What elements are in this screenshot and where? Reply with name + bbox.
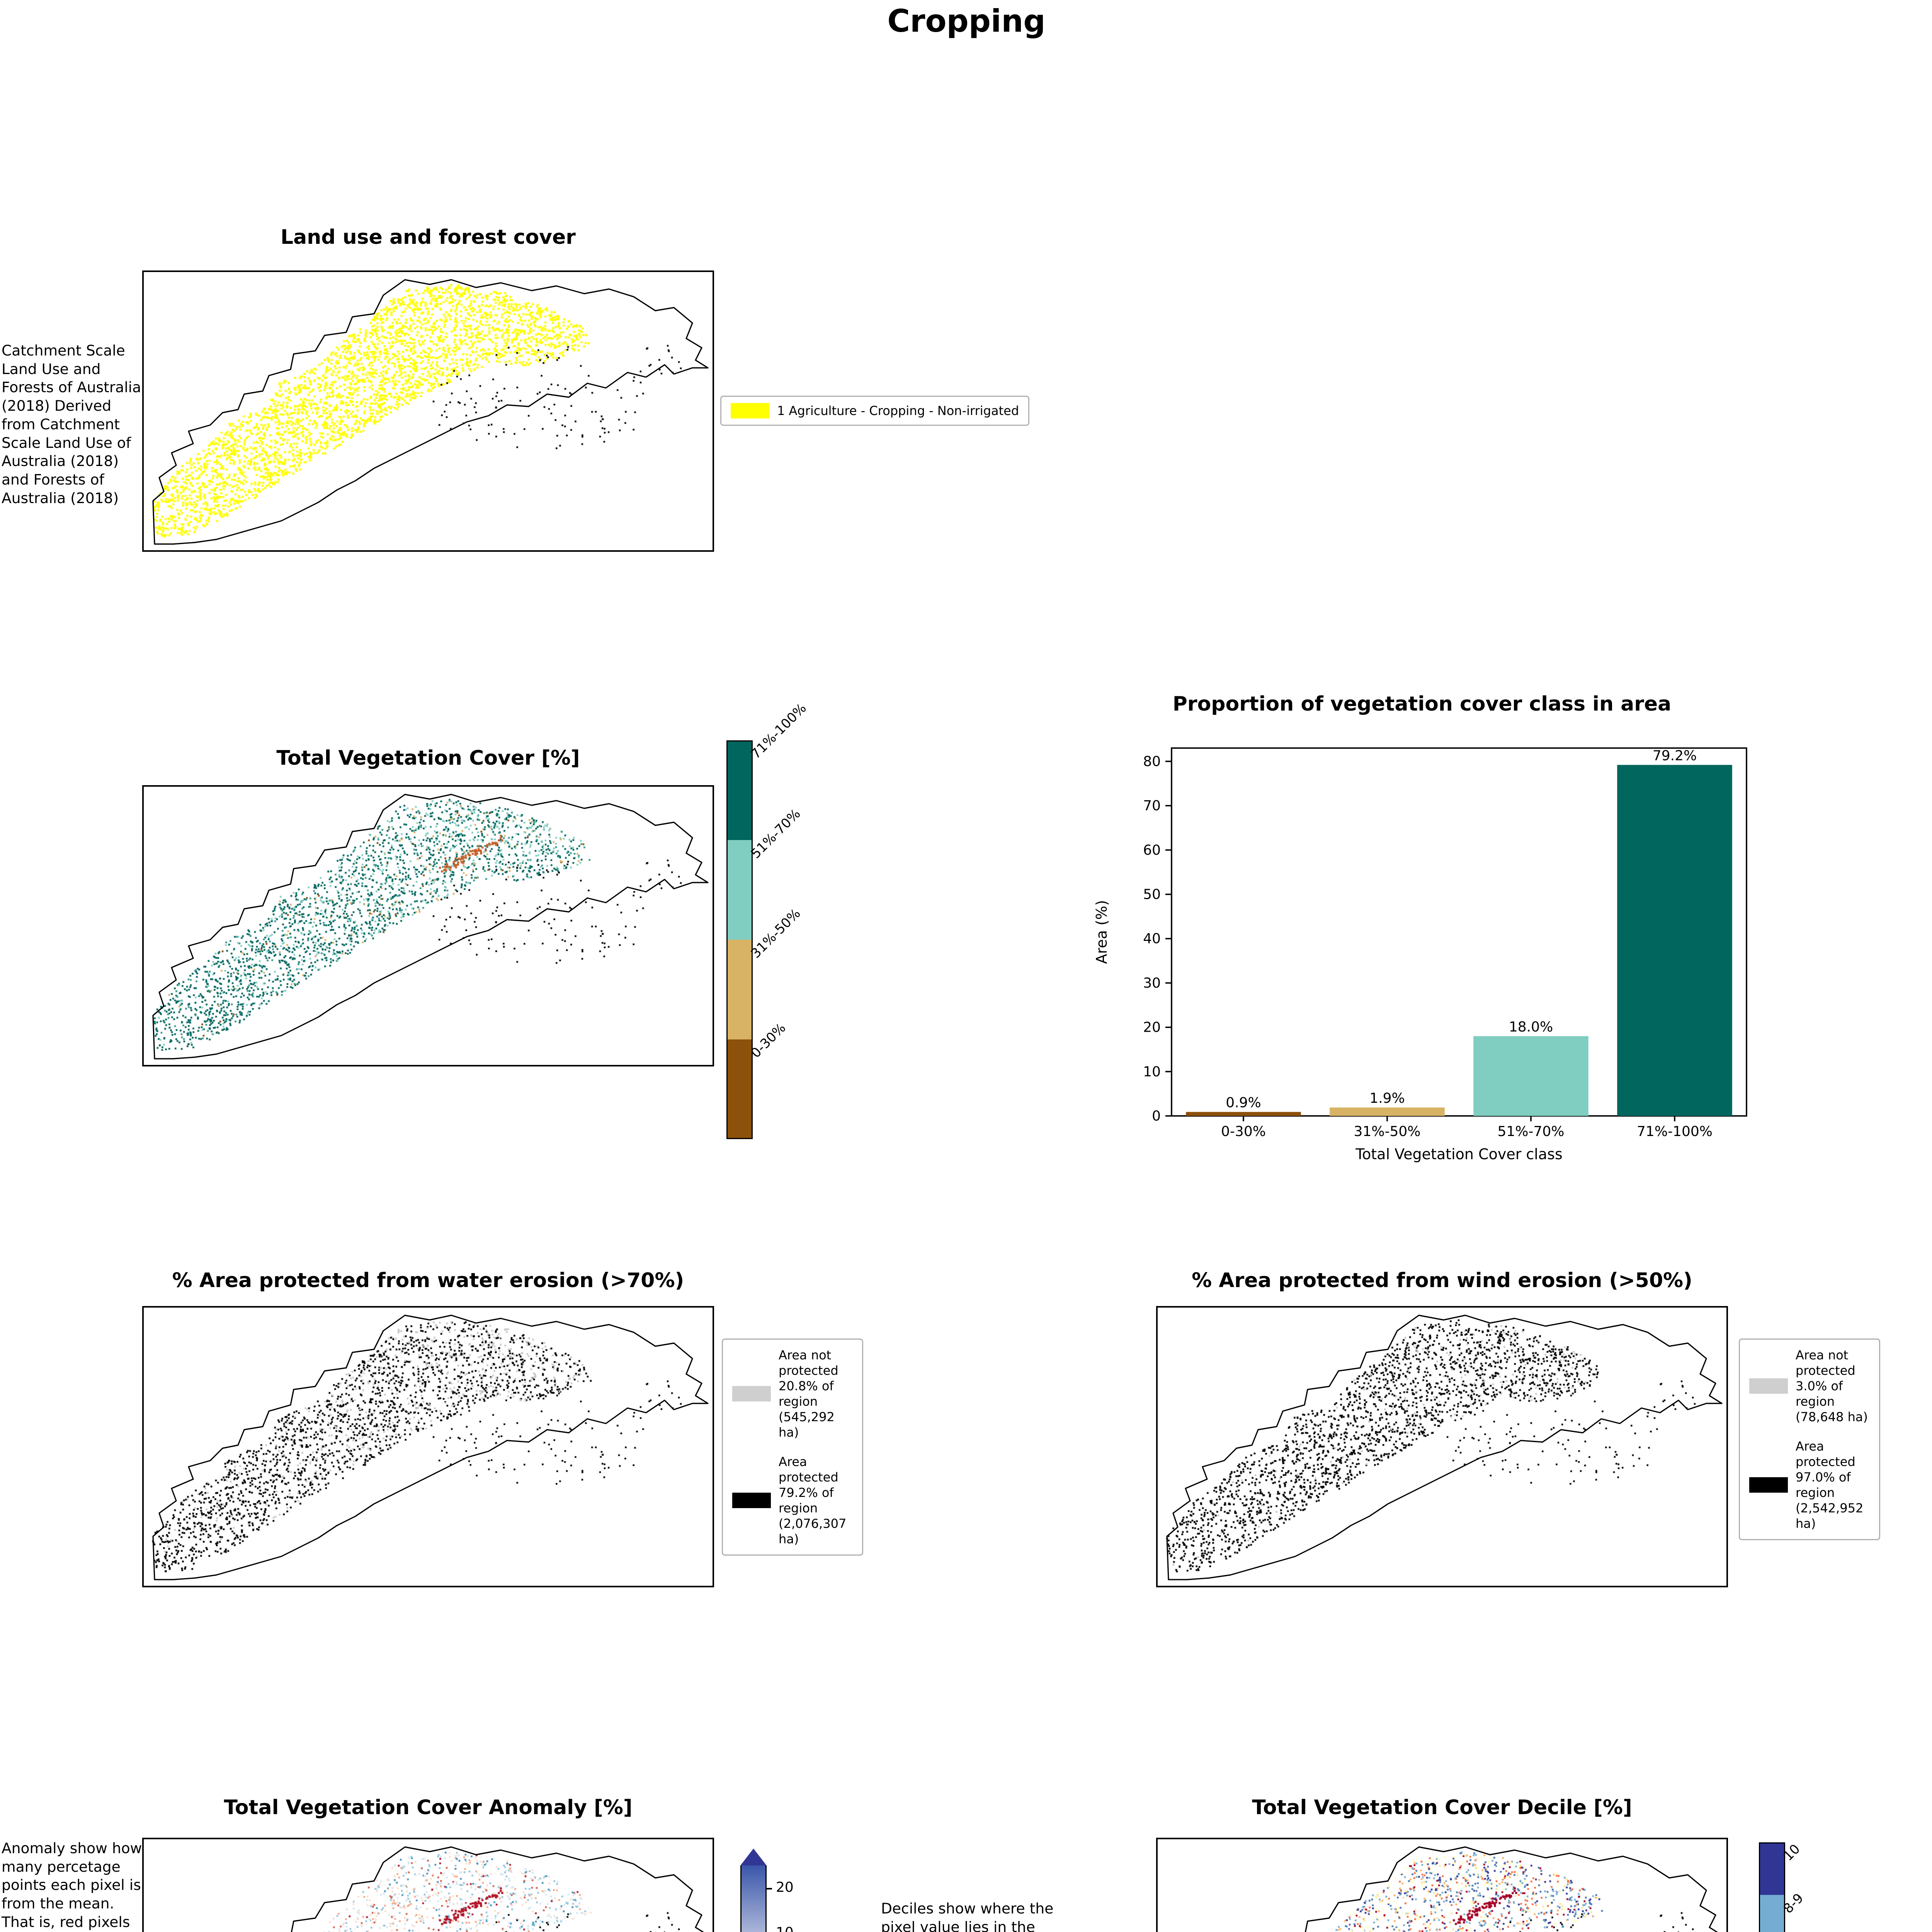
landuse-caption: Catchment Scale Land Use and Forests of …	[2, 342, 141, 507]
legend-label: Area protected 79.2% of region (2,076,30…	[779, 1454, 847, 1546]
legend-entry: Area not protected 3.0% of region (78,64…	[1749, 1347, 1870, 1425]
colorbar-frame	[726, 740, 753, 1139]
map-wind-outline	[1156, 1306, 1728, 1587]
colorbar-segment	[726, 740, 753, 840]
legend-entry: Area protected 79.2% of region (2,076,30…	[732, 1454, 853, 1547]
chart-title: Proportion of vegetation cover class in …	[1172, 692, 1672, 716]
vegetation-bar-chart: 0 10 20 30 40 50 60 70 80 Area (%) 0.9% 0-30% 1.9% 31…	[1082, 711, 1762, 1199]
colorbar-tick-label: 71%-100%	[748, 700, 810, 762]
bar-value-label: 1.9%	[1369, 1090, 1405, 1106]
colorbar-tick	[767, 1888, 772, 1890]
wind-erosion-legend: Area not protected 3.0% of region (78,64…	[1739, 1338, 1880, 1540]
map-veg-raster	[142, 785, 714, 1066]
y-tick-label: 40	[1143, 931, 1161, 947]
colorbar-tick-label: 10	[776, 1925, 794, 1932]
veg-cover-colorbar: 71%-100% 51%-70% 31%-50% 0-30%	[726, 701, 835, 1139]
map-decile-raster	[1156, 1838, 1728, 1932]
colorbar-segment	[726, 1039, 753, 1139]
decile-title: Total Vegetation Cover Decile [%]	[1252, 1796, 1632, 1819]
colorbar-segment	[726, 940, 753, 1039]
map-veg-outline	[142, 785, 714, 1066]
veg-cover-map	[142, 785, 714, 1066]
y-tick-label: 50	[1143, 887, 1161, 903]
colorbar-gradient	[740, 1866, 767, 1932]
wind-erosion-map	[1156, 1306, 1728, 1587]
y-tick-label: 80	[1143, 753, 1161, 769]
colorbar-segment	[1759, 1842, 1785, 1895]
y-tick-label: 60	[1143, 842, 1161, 858]
legend-swatch	[732, 1386, 771, 1401]
bar-value-label: 0.9%	[1226, 1095, 1261, 1111]
map-decile-outline	[1156, 1838, 1728, 1932]
bar-chart-svg: 0 10 20 30 40 50 60 70 80 Area (%) 0.9% 0-30% 1.9% 31…	[1093, 747, 1747, 1163]
water-erosion-title: % Area protected from water erosion (>70…	[172, 1269, 684, 1292]
map-landuse-outline	[142, 270, 714, 552]
colorbar-tick-label: 20	[776, 1879, 794, 1896]
map-wind-raster	[1156, 1306, 1728, 1587]
legend-label: Area not protected 3.0% of region (78,64…	[1796, 1348, 1868, 1424]
x-tick-label: 0-30%	[1221, 1124, 1266, 1139]
legend-swatch	[732, 1493, 771, 1508]
legend-entry: Area not protected 20.8% of region (545,…	[732, 1347, 853, 1440]
colorbar-tick-label: 0-30%	[748, 1020, 789, 1061]
bar-0-30%	[1186, 1112, 1301, 1116]
legend-swatch	[1749, 1378, 1788, 1394]
y-tick-label: 10	[1143, 1064, 1161, 1080]
x-tick-label: 31%-50%	[1354, 1124, 1420, 1139]
map-anomaly-outline	[142, 1838, 714, 1932]
colorbar-arrow-up	[740, 1849, 767, 1866]
colorbar-segment	[726, 840, 753, 940]
map-water-raster	[142, 1306, 714, 1587]
y-tick-label: 0	[1152, 1108, 1161, 1124]
wind-erosion-title: % Area protected from wind erosion (>50%…	[1192, 1269, 1692, 1292]
page-title: Cropping	[887, 3, 1046, 39]
map-landuse-raster	[142, 270, 714, 552]
y-axis-label: Area (%)	[1093, 900, 1110, 964]
y-tick-label: 20	[1143, 1020, 1161, 1036]
bar-51%-70%	[1473, 1036, 1588, 1116]
bar-31%-50%	[1330, 1107, 1445, 1116]
legend-swatch	[731, 403, 769, 418]
anomaly-caption: Anomaly show how many percetage points e…	[2, 1840, 142, 1932]
legend-label: Area not protected 20.8% of region (545,…	[779, 1348, 838, 1440]
decile-colorbar: 108-94-72-31	[1759, 1841, 1867, 1932]
colorbar-segment	[1759, 1895, 1785, 1932]
y-tick-label: 70	[1143, 798, 1161, 814]
bar-value-label: 79.2%	[1653, 748, 1697, 764]
landuse-legend: 1 Agriculture - Cropping - Non-irrigated	[720, 396, 1030, 426]
bar-value-label: 18.0%	[1509, 1019, 1553, 1035]
legend-entry: 1 Agriculture - Cropping - Non-irrigated	[731, 403, 1019, 418]
legend-entry: Area protected 97.0% of region (2,542,95…	[1749, 1439, 1870, 1531]
legend-label: 1 Agriculture - Cropping - Non-irrigated	[777, 403, 1019, 418]
map-anomaly-raster	[142, 1838, 714, 1932]
decile-caption: Deciles show where the pixel value lies …	[881, 1900, 1054, 1932]
legend-label: Area protected 97.0% of region (2,542,95…	[1796, 1439, 1864, 1531]
x-tick-label: 51%-70%	[1497, 1124, 1564, 1139]
x-tick-label: 71%-100%	[1637, 1124, 1713, 1139]
anomaly-colorbar: 20100−10−20	[740, 1849, 833, 1932]
water-erosion-legend: Area not protected 20.8% of region (545,…	[722, 1338, 863, 1556]
bar-71%-100%	[1617, 765, 1732, 1116]
map-water-outline	[142, 1306, 714, 1587]
landuse-map	[142, 270, 714, 552]
anomaly-title: Total Vegetation Cover Anomaly [%]	[224, 1796, 633, 1819]
veg-cover-title: Total Vegetation Cover [%]	[276, 747, 580, 770]
colorbar-frame	[1759, 1842, 1785, 1932]
landuse-title: Land use and forest cover	[281, 226, 576, 249]
water-erosion-map	[142, 1306, 714, 1587]
legend-swatch	[1749, 1477, 1788, 1493]
colorbar-tick-label: 51%-70%	[748, 806, 804, 862]
decile-map	[1156, 1838, 1728, 1932]
colorbar-tick-label: 31%-50%	[748, 906, 804, 961]
y-tick-label: 30	[1143, 975, 1161, 991]
anomaly-map	[142, 1838, 714, 1932]
x-axis-label: Total Vegetation Cover class	[1355, 1146, 1563, 1163]
